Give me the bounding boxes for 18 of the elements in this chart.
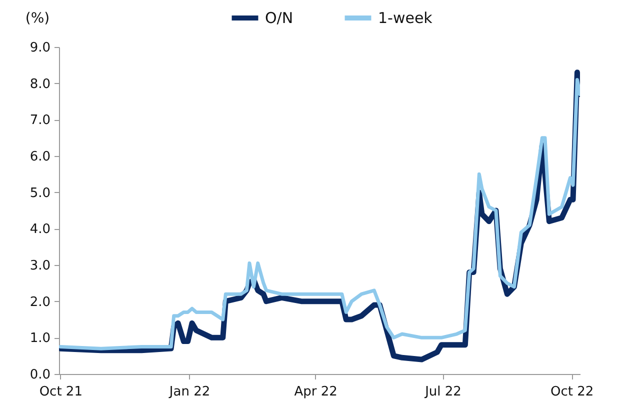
y-tick-label: 9.0 (30, 40, 50, 56)
y-tick-label: 3.0 (30, 258, 50, 274)
x-tick-label: Oct 21 (39, 384, 82, 400)
y-tick-label: 8.0 (30, 76, 50, 92)
legend-label: 1-week (378, 9, 433, 27)
y-tick-label: 1.0 (30, 331, 50, 346)
legend-label: O/N (265, 9, 294, 27)
y-tick-label: 4.0 (30, 222, 50, 238)
y-axis-title: (%) (25, 10, 50, 26)
y-tick-label: 6.0 (30, 150, 50, 164)
y-tick-label: 0.0 (30, 368, 50, 382)
y-tick-label: 5.0 (30, 186, 50, 201)
x-tick-label: Oct 22 (550, 384, 594, 400)
x-tick-label: Jul 22 (424, 384, 462, 400)
y-tick-label: 2.0 (30, 294, 50, 310)
y-tick-label: 7.0 (30, 113, 50, 128)
x-tick-label: Apr 22 (294, 384, 338, 400)
x-tick-label: Jan 22 (168, 384, 210, 400)
